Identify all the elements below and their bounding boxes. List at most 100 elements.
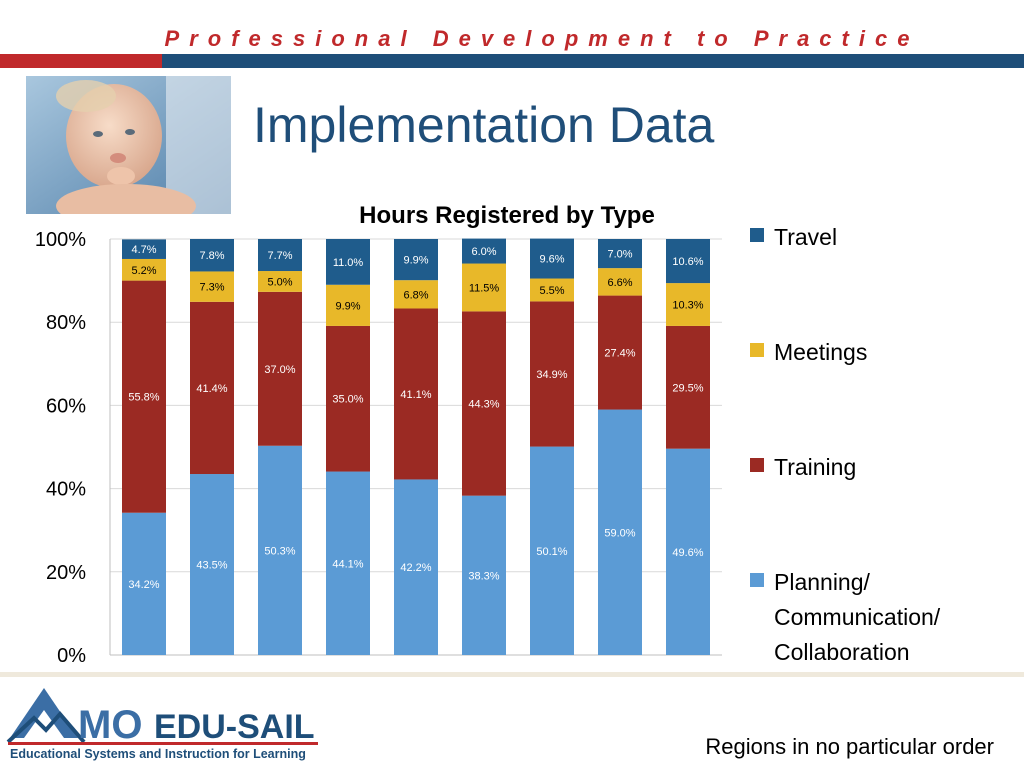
bar-segment (666, 325, 710, 449)
header-title: Professional Development to Practice (164, 26, 920, 51)
page-title: Implementation Data (253, 97, 715, 153)
data-label: 42.2% (400, 562, 431, 574)
legend-swatch (750, 458, 764, 472)
data-label: 7.8% (199, 250, 224, 262)
data-label: 11.0% (333, 257, 364, 269)
bar-segment (530, 238, 574, 279)
data-label: 43.5% (196, 560, 227, 572)
bar-segment (190, 239, 234, 272)
legend-label: Travel (774, 224, 838, 250)
bar-segment (462, 263, 506, 312)
bar-segment (122, 258, 166, 281)
data-label: 55.8% (128, 392, 159, 404)
logo-brand: MO (78, 703, 142, 747)
bar-segment (394, 308, 438, 480)
legend-label: Training (774, 454, 857, 480)
bar-segment (530, 446, 574, 655)
data-label: 5.5% (539, 285, 564, 297)
data-label: 9.9% (335, 300, 360, 312)
data-label: 4.7% (131, 244, 156, 256)
data-label: 27.4% (604, 348, 635, 360)
legend-item: Planning/ Communication/ Collaboration (750, 565, 994, 670)
data-label: 7.7% (267, 250, 292, 262)
data-label: 50.1% (536, 546, 567, 558)
header-blue-bar (162, 54, 1024, 68)
header-band: Professional Development to Practice (0, 0, 1024, 70)
footer-rule (0, 672, 1024, 677)
data-label: 5.2% (131, 265, 156, 277)
legend-label: Meetings (774, 339, 868, 365)
data-label: 41.4% (196, 383, 227, 395)
bar-segment (122, 512, 166, 655)
bar-segment (394, 479, 438, 655)
y-tick-label: 80% (46, 312, 86, 334)
legend-swatch (750, 573, 764, 587)
bar-segment (462, 495, 506, 655)
data-label: 34.2% (128, 579, 159, 591)
data-label: 29.5% (672, 382, 703, 394)
data-label: 44.3% (468, 399, 499, 411)
data-label: 38.3% (468, 570, 499, 582)
bar-segment (394, 239, 438, 281)
bar-segment (258, 239, 302, 272)
legend-item: Training (750, 450, 994, 485)
mo-edu-sail-logo: MO EDU-SAIL Educational Systems and Inst… (4, 680, 324, 764)
data-label: 34.9% (536, 369, 567, 381)
footnote: Regions in no particular order (705, 734, 994, 759)
legend-item: Meetings (750, 335, 994, 370)
bar-segment (598, 239, 642, 269)
bar-segment (666, 448, 710, 655)
bar-segment (530, 301, 574, 447)
header-red-bar (0, 54, 162, 68)
y-tick-label: 100% (35, 229, 86, 251)
bar-segment (326, 284, 370, 326)
stacked-bar-chart: Hours Registered by Type 0% 20% 40% 60% 80% 1… (35, 202, 722, 667)
y-tick-label: 40% (46, 479, 86, 501)
data-label: 11.5% (469, 282, 500, 294)
data-label: 6.8% (403, 289, 428, 301)
bar-segment (666, 283, 710, 326)
bar-segment (326, 325, 370, 472)
y-tick-label: 60% (46, 395, 86, 417)
bar-segment (258, 291, 302, 446)
chart-bars (122, 238, 710, 655)
data-label: 59.0% (604, 527, 635, 539)
bar-segment (122, 239, 166, 259)
legend-label: Planning/ Communication/ Collaboration (774, 569, 941, 665)
logo-graphic: MO EDU-SAIL Educational Systems and Inst… (6, 688, 318, 761)
logo-tagline: Educational Systems and Instruction for … (10, 747, 306, 761)
bar-segment (598, 268, 642, 296)
chart-data-labels: 34.2% 55.8% 5.2% 4.7% 43.5% 41.4% 7.3% 7.8% 50.3… (128, 244, 703, 591)
bar-segment (598, 295, 642, 410)
bar-segment (462, 311, 506, 496)
data-label: 10.3% (672, 300, 703, 312)
y-tick-label: 0% (57, 645, 86, 667)
data-label: 6.6% (607, 277, 632, 289)
data-label: 50.3% (264, 545, 295, 557)
bar-segment (462, 238, 506, 264)
data-label: 44.1% (332, 558, 363, 570)
data-label: 9.9% (403, 255, 428, 267)
data-label: 10.6% (672, 256, 703, 268)
legend-swatch (750, 228, 764, 242)
bar-segment (666, 239, 710, 284)
logo-name: EDU-SAIL (154, 708, 315, 746)
data-label: 37.0% (264, 364, 295, 376)
legend-swatch (750, 343, 764, 357)
legend-item: Travel (750, 220, 994, 255)
bar-segment (326, 471, 370, 655)
data-label: 9.6% (539, 254, 564, 266)
baby-photo-icon (26, 76, 231, 214)
bar-segment (258, 271, 302, 292)
baby-photo-illustration (26, 76, 231, 214)
data-label: 7.3% (199, 282, 224, 294)
bar-segment (190, 474, 234, 655)
chart-title: Hours Registered by Type (359, 202, 655, 229)
bar-segment (258, 445, 302, 655)
data-label: 5.0% (267, 276, 292, 288)
bar-segment (598, 409, 642, 655)
data-label: 35.0% (332, 394, 363, 406)
bar-segment (122, 280, 166, 513)
bar-segment (326, 239, 370, 285)
bar-segment (530, 278, 574, 302)
